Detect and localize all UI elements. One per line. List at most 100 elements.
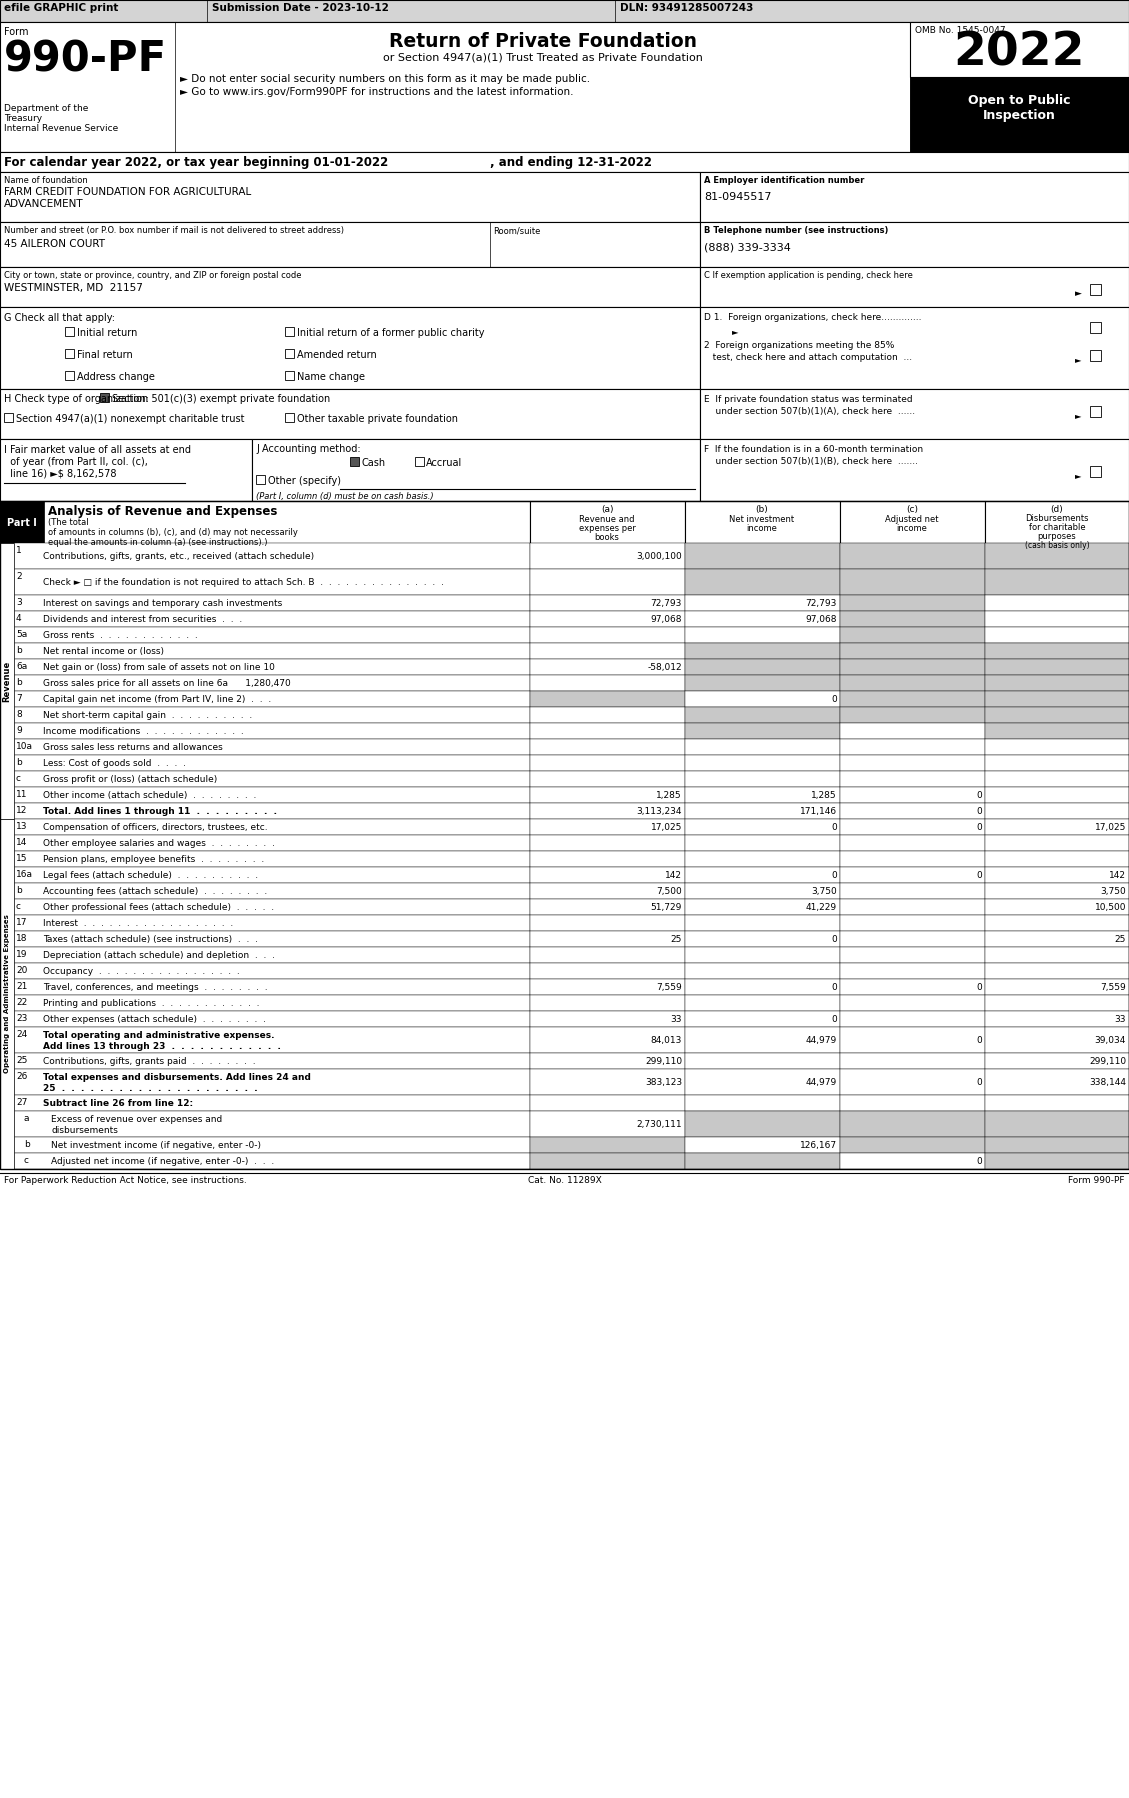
Text: Final return: Final return [77,351,133,360]
Text: ► Go to www.irs.gov/Form990PF for instructions and the latest information.: ► Go to www.irs.gov/Form990PF for instru… [180,86,574,97]
Bar [685,1136,840,1153]
Text: 25: 25 [1114,935,1126,944]
Bar [700,307,1129,388]
Text: Part I: Part I [7,518,37,529]
Text: 19: 19 [16,949,27,958]
Bar [14,1153,530,1169]
Text: Section 4947(a)(1) nonexempt charitable trust: Section 4947(a)(1) nonexempt charitable … [16,414,245,424]
Bar [840,1153,984,1169]
Text: c: c [16,773,21,782]
Bar [256,475,265,484]
Text: For calendar year 2022, or tax year beginning 01-01-2022: For calendar year 2022, or tax year begi… [5,156,388,169]
Bar [984,931,1129,948]
Text: 9: 9 [16,726,21,735]
Text: Address change: Address change [77,372,155,381]
Text: disbursements: disbursements [51,1126,117,1135]
Text: 383,123: 383,123 [645,1079,682,1088]
Text: Department of the: Department of the [5,104,88,113]
Text: 16a: 16a [16,870,33,879]
Text: ►: ► [1075,289,1082,298]
Text: 20: 20 [16,966,27,975]
Bar [685,931,840,948]
Text: (b): (b) [755,505,769,514]
Bar [840,543,984,568]
Bar [685,834,840,850]
Bar [685,595,840,611]
Text: Revenue and: Revenue and [579,514,634,523]
Bar [840,915,984,931]
Text: Total. Add lines 1 through 11  .  .  .  .  .  .  .  .  .: Total. Add lines 1 through 11 . . . . . … [43,807,277,816]
Text: 17,025: 17,025 [650,823,682,832]
Text: J Accounting method:: J Accounting method: [256,444,360,455]
Text: F  If the foundation is in a 60-month termination: F If the foundation is in a 60-month ter… [704,444,924,455]
Bar [530,1010,685,1027]
Bar [14,931,530,948]
Text: 0: 0 [977,870,982,879]
Text: Accrual: Accrual [426,458,462,467]
Bar [984,1054,1129,1070]
Bar [285,349,294,358]
Text: b: b [24,1140,29,1149]
Bar [0,0,1129,22]
Text: Occupancy  .  .  .  .  .  .  .  .  .  .  .  .  .  .  .  .  .: Occupancy . . . . . . . . . . . . . . . … [43,967,239,976]
Text: Legal fees (attach schedule)  .  .  .  .  .  .  .  .  .  .: Legal fees (attach schedule) . . . . . .… [43,870,259,879]
Text: -58,012: -58,012 [647,663,682,672]
Bar [840,948,984,964]
Bar [840,502,984,543]
Bar [984,771,1129,788]
Bar [685,978,840,994]
Text: (The total: (The total [49,518,88,527]
Text: ►: ► [1075,412,1082,421]
Bar [14,595,530,611]
Bar [0,307,700,388]
Text: Net rental income or (loss): Net rental income or (loss) [43,647,164,656]
Bar [685,1095,840,1111]
Bar [984,660,1129,674]
Bar [984,899,1129,915]
Text: a: a [24,1115,29,1124]
Bar [14,883,530,899]
Bar [530,1027,685,1054]
Bar [840,1111,984,1136]
Text: A Employer identification number: A Employer identification number [704,176,865,185]
Bar [840,931,984,948]
Bar [700,388,1129,439]
Bar [840,899,984,915]
Bar [0,543,14,820]
Bar [984,568,1129,595]
Text: income: income [746,523,778,532]
Text: c: c [24,1156,29,1165]
Text: 142: 142 [665,870,682,879]
Bar [530,994,685,1010]
Bar [840,788,984,804]
Bar [530,543,685,568]
Bar [14,964,530,978]
Bar [530,883,685,899]
Bar [984,1136,1129,1153]
Bar [984,611,1129,628]
Text: ►: ► [1075,471,1082,480]
Bar [840,674,984,690]
Bar [530,1153,685,1169]
Text: 44,979: 44,979 [806,1079,837,1088]
Bar [530,834,685,850]
Bar [252,439,700,502]
Bar [14,674,530,690]
Text: 12: 12 [16,806,27,814]
Bar [984,502,1129,543]
Bar [840,628,984,644]
Text: 1,285: 1,285 [812,791,837,800]
Bar [685,755,840,771]
Bar [530,707,685,723]
Text: b: b [16,886,21,895]
Bar [14,568,530,595]
Bar [984,543,1129,568]
Text: efile GRAPHIC print: efile GRAPHIC print [5,4,119,13]
Text: Subtract line 26 from line 12:: Subtract line 26 from line 12: [43,1099,193,1108]
Text: 126,167: 126,167 [799,1142,837,1151]
Text: C If exemption application is pending, check here: C If exemption application is pending, c… [704,271,913,280]
Text: Section 501(c)(3) exempt private foundation: Section 501(c)(3) exempt private foundat… [112,394,331,405]
Bar [14,690,530,707]
Bar [840,867,984,883]
Text: Less: Cost of goods sold  .  .  .  .: Less: Cost of goods sold . . . . [43,759,186,768]
